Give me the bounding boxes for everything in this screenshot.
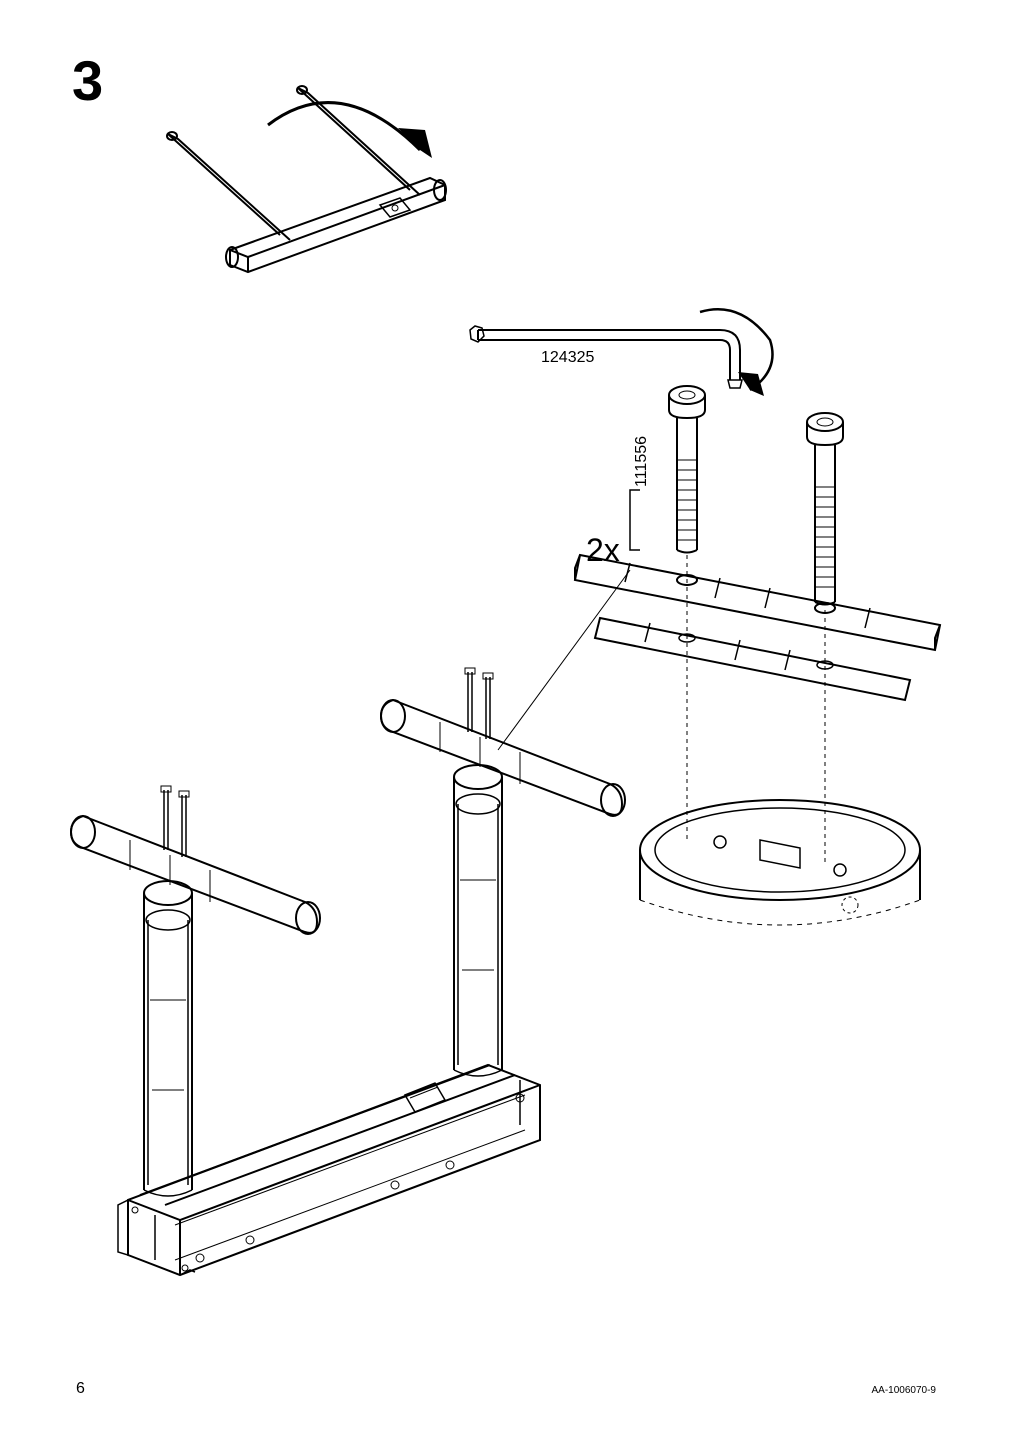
main-assembly [71,668,625,1275]
column-top-detail [640,800,920,925]
bolt-illustration-2 [807,413,843,605]
assembly-diagram [0,0,1012,1432]
right-leg [454,765,502,1070]
base-rail [118,1065,540,1275]
document-id: AA-1006070-9 [872,1385,937,1396]
instruction-page: 3 [0,0,1012,1432]
allen-key-rotation-arrow [700,309,773,396]
left-crossbar [71,786,320,934]
bolt-quantity: 2x [586,532,620,569]
page-number: 6 [76,1380,85,1398]
allen-key-illustration [470,326,742,388]
crossbar-detail-top [575,555,940,700]
bolt-part-number: 111556 [633,436,651,487]
allen-key-part-number: 124325 [541,349,594,367]
top-bracket-illustration [167,86,446,272]
bolt-illustration-1 [669,386,705,553]
left-leg [144,881,192,1190]
